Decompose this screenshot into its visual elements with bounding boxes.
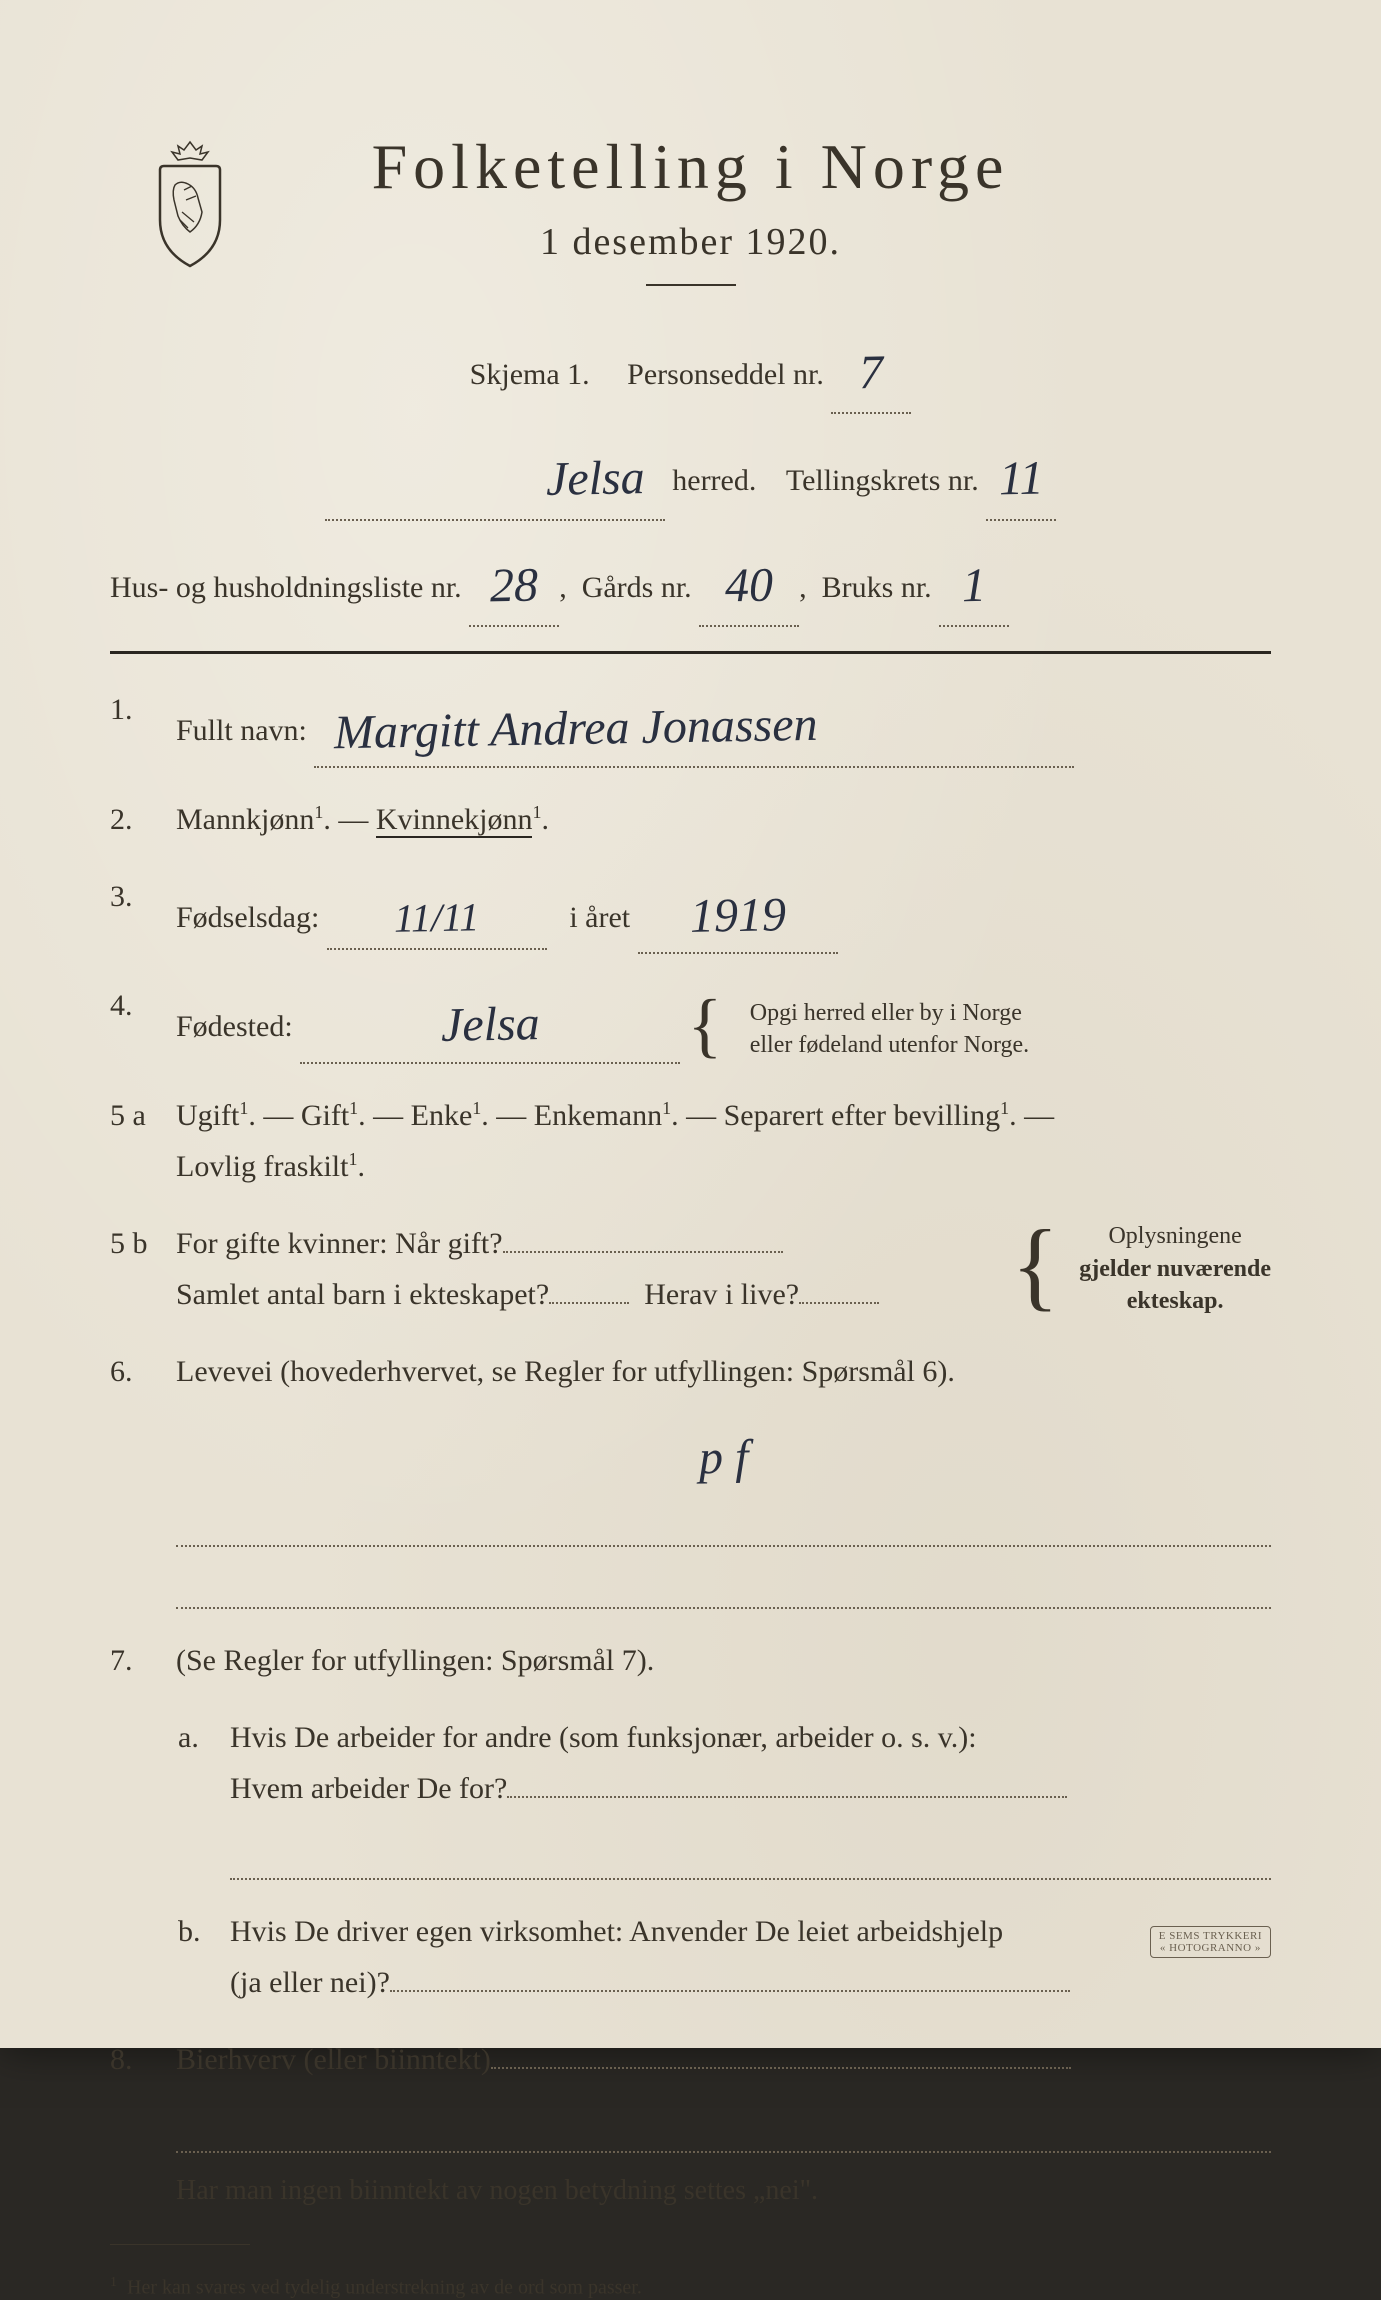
question-8: 8. Bierhverv (eller biinntekt) Har man i… xyxy=(110,2034,1271,2215)
fill-line xyxy=(176,1561,1271,1609)
fill-line xyxy=(176,2105,1271,2153)
hus-nr: 28 xyxy=(489,542,539,629)
q6-value: p f xyxy=(698,1417,749,1499)
brace-icon: { xyxy=(1011,1230,1059,1300)
q5a-opt-3: Enkemann xyxy=(534,1099,662,1132)
form-header: Folketelling i Norge 1 desember 1920. xyxy=(110,130,1271,286)
q7-label: (Se Regler for utfyllingen: Spørsmål 7). xyxy=(176,1644,654,1677)
q5b-line1: For gifte kvinner: Når gift? xyxy=(176,1227,503,1260)
q5a-opt-5: Lovlig fraskilt xyxy=(176,1150,348,1183)
q3-num: 3. xyxy=(110,871,164,922)
divider xyxy=(646,284,736,286)
q8-label: Bierhverv (eller biinntekt) xyxy=(176,2043,491,2076)
q3-year-label: i året xyxy=(569,901,630,934)
q7a-line1: Hvis De arbeider for andre (som funksjon… xyxy=(230,1721,977,1754)
question-6: 6. Levevei (hovederhvervet, se Regler fo… xyxy=(110,1346,1271,1609)
q4-note: Opgi herred eller by i Norge eller fødel… xyxy=(750,997,1029,1062)
q3-day: 11/11 xyxy=(394,883,480,952)
personseddel-nr: 7 xyxy=(859,330,885,417)
q7a-num: a. xyxy=(178,1712,199,1763)
coat-of-arms-icon xyxy=(140,140,240,270)
gards-nr: 40 xyxy=(724,542,774,629)
q1-num: 1. xyxy=(110,684,164,735)
printer-stamp: E SEMS TRYKKERI « HOTOGRANNO » xyxy=(1150,1926,1271,1958)
census-form-page: Folketelling i Norge 1 desember 1920. Sk… xyxy=(0,0,1381,2048)
q5b-note: Oplysningene gjelder nuværende ekteskap. xyxy=(1079,1220,1271,1317)
q7b-line1: Hvis De driver egen virksomhet: Anvender… xyxy=(230,1915,1003,1948)
meta-line-2: Jelsa herred. Tellingskrets nr. 11 xyxy=(110,432,1271,520)
question-5b: 5 b For gifte kvinner: Når gift? Samlet … xyxy=(110,1218,1271,1320)
herred-value: Jelsa xyxy=(545,436,645,524)
q2-opt-k: Kvinnekjønn xyxy=(376,803,533,838)
q5a-opt-1: Gift xyxy=(301,1099,349,1132)
bruks-nr: 1 xyxy=(961,543,987,630)
skjema-label: Skjema 1. xyxy=(470,358,590,391)
q5a-opt-4: Separert efter bevilling xyxy=(724,1099,1001,1132)
q2-opt-m: Mannkjønn xyxy=(176,803,314,836)
q5a-opt-2: Enke xyxy=(411,1099,473,1132)
q7a-line2: Hvem arbeider De for? xyxy=(230,1772,507,1805)
gards-label: Gårds nr. xyxy=(582,571,692,604)
question-7b: b. Hvis De driver egen virksomhet: Anven… xyxy=(110,1906,1271,2008)
q5a-opt-0: Ugift xyxy=(176,1099,239,1132)
q6-label: Levevei (hovederhvervet, se Regler for u… xyxy=(176,1355,955,1388)
tellingskrets-nr: 11 xyxy=(998,436,1044,523)
q3-year: 1919 xyxy=(689,874,786,957)
tellingskrets-label: Tellingskrets nr. xyxy=(786,464,979,497)
q4-label: Fødested: xyxy=(176,1010,293,1043)
q5b-line2b: Herav i live? xyxy=(644,1278,799,1311)
fill-line xyxy=(176,1499,1271,1547)
herred-label: herred. xyxy=(672,464,756,497)
question-4: 4. Fødested: Jelsa { Opgi herred eller b… xyxy=(110,980,1271,1064)
q7-num: 7. xyxy=(110,1635,164,1686)
meta-line-3: Hus- og husholdningsliste nr. 28, Gårds … xyxy=(110,539,1271,627)
question-7: 7. (Se Regler for utfyllingen: Spørsmål … xyxy=(110,1635,1271,1686)
brace-icon: { xyxy=(688,1000,723,1050)
q2-num: 2. xyxy=(110,794,164,845)
form-title: Folketelling i Norge xyxy=(110,130,1271,204)
fill-line xyxy=(230,1832,1271,1880)
q1-value: Margitt Andrea Jonassen xyxy=(334,684,819,774)
question-2: 2. Mannkjønn1. — Kvinnekjønn1. xyxy=(110,794,1271,845)
q4-value: Jelsa xyxy=(440,984,540,1067)
q5b-line2a: Samlet antal barn i ekteskapet? xyxy=(176,1278,549,1311)
q4-num: 4. xyxy=(110,980,164,1031)
q7b-line2: (ja eller nei)? xyxy=(230,1966,390,1999)
question-5a: 5 a Ugift1. — Gift1. — Enke1. — Enkemann… xyxy=(110,1090,1271,1192)
q7b-num: b. xyxy=(178,1906,201,1957)
question-3: 3. Fødselsdag: 11/11 i året 1919 xyxy=(110,871,1271,955)
footnote-text: Her kan svares ved tydelig understreknin… xyxy=(127,2277,642,2299)
form-subtitle: 1 desember 1920. xyxy=(110,220,1271,264)
q1-label: Fullt navn: xyxy=(176,714,307,747)
footnote: 1 Her kan svares ved tydelig understrekn… xyxy=(110,2275,1271,2300)
personseddel-label: Personseddel nr. xyxy=(627,358,824,391)
question-1: 1. Fullt navn: Margitt Andrea Jonassen xyxy=(110,684,1271,768)
q8-note: Har man ingen biinntekt av nogen betydni… xyxy=(176,2167,1271,2215)
footnote-rule xyxy=(110,2244,250,2245)
bruks-label: Bruks nr. xyxy=(822,571,932,604)
q5b-num: 5 b xyxy=(110,1218,164,1269)
section-divider xyxy=(110,651,1271,654)
q8-num: 8. xyxy=(110,2034,164,2085)
question-7a: a. Hvis De arbeider for andre (som funks… xyxy=(110,1712,1271,1880)
q5a-num: 5 a xyxy=(110,1090,164,1141)
q3-label: Fødselsdag: xyxy=(176,901,319,934)
q6-num: 6. xyxy=(110,1346,164,1397)
meta-line-1: Skjema 1. Personseddel nr. 7 xyxy=(110,326,1271,414)
hus-label: Hus- og husholdningsliste nr. xyxy=(110,571,462,604)
